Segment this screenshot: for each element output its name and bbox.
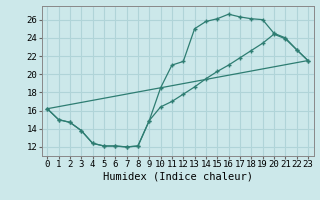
X-axis label: Humidex (Indice chaleur): Humidex (Indice chaleur) bbox=[103, 172, 252, 182]
